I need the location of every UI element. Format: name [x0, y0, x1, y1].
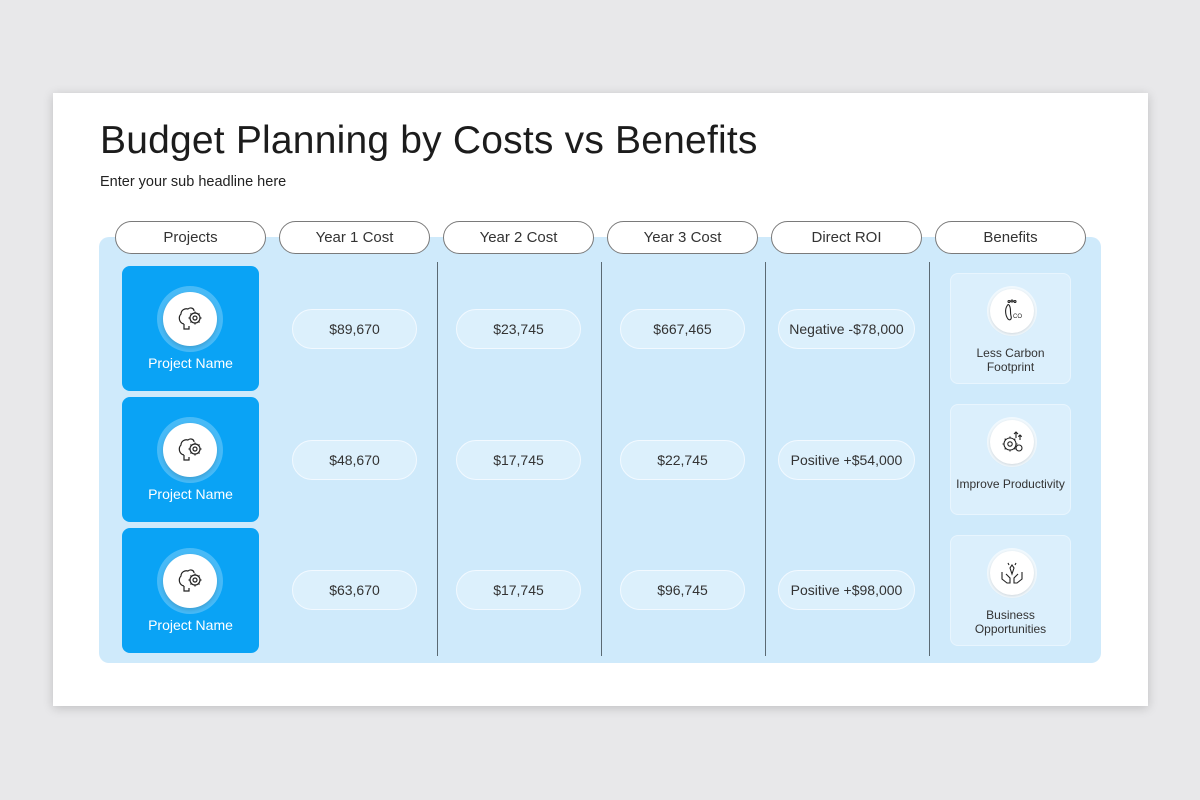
benefit-icon-ring: CO [987, 286, 1037, 336]
column-divider [929, 262, 930, 656]
column-divider [601, 262, 602, 656]
benefit-label: Business Opportunities [974, 608, 1047, 636]
benefit-label: Less Carbon Footprint [976, 346, 1045, 374]
year3-cost-value: $96,745 [620, 570, 745, 610]
project-name: Project Name [148, 617, 233, 633]
brain-gear-icon [163, 292, 217, 346]
header-year3-cost: Year 3 Cost [607, 221, 758, 254]
year1-cost-value: $63,670 [292, 570, 417, 610]
hands-opportunity-icon [990, 551, 1034, 595]
project-icon-ring [157, 417, 223, 483]
year2-cost-value: $17,745 [456, 570, 581, 610]
table-panel [99, 237, 1101, 663]
year1-cost-value: $89,670 [292, 309, 417, 349]
benefit-icon-ring [987, 548, 1037, 598]
productivity-gear-icon [990, 420, 1034, 464]
project-icon-ring [157, 548, 223, 614]
brain-gear-icon [163, 423, 217, 477]
slide: Budget Planning by Costs vs Benefits Ent… [53, 93, 1148, 706]
slide-title: Budget Planning by Costs vs Benefits [100, 119, 758, 162]
project-card: Project Name [122, 397, 259, 522]
svg-text:CO: CO [1013, 314, 1022, 320]
year3-cost-value: $22,745 [620, 440, 745, 480]
header-projects: Projects [115, 221, 266, 254]
benefit-label: Improve Productivity [956, 477, 1065, 491]
header-year2-cost: Year 2 Cost [443, 221, 594, 254]
project-name: Project Name [148, 355, 233, 371]
direct-roi-value: Positive +$98,000 [778, 570, 915, 610]
project-card: Project Name [122, 528, 259, 653]
project-name: Project Name [148, 486, 233, 502]
benefit-icon-ring [987, 417, 1037, 467]
footprint-co2-icon: CO [990, 289, 1034, 333]
project-icon-ring [157, 286, 223, 352]
project-card: Project Name [122, 266, 259, 391]
year1-cost-value: $48,670 [292, 440, 417, 480]
year2-cost-value: $17,745 [456, 440, 581, 480]
header-direct-roi: Direct ROI [771, 221, 922, 254]
direct-roi-value: Positive +$54,000 [778, 440, 915, 480]
benefit-card: Business Opportunities [950, 535, 1071, 646]
column-divider [765, 262, 766, 656]
year3-cost-value: $667,465 [620, 309, 745, 349]
brain-gear-icon [163, 554, 217, 608]
benefit-card: Improve Productivity [950, 404, 1071, 515]
slide-subtitle: Enter your sub headline here [100, 174, 287, 190]
header-year1-cost: Year 1 Cost [279, 221, 430, 254]
column-divider [437, 262, 438, 656]
header-benefits: Benefits [935, 221, 1086, 254]
direct-roi-value: Negative -$78,000 [778, 309, 915, 349]
year2-cost-value: $23,745 [456, 309, 581, 349]
benefit-card: CO Less Carbon Footprint [950, 273, 1071, 384]
